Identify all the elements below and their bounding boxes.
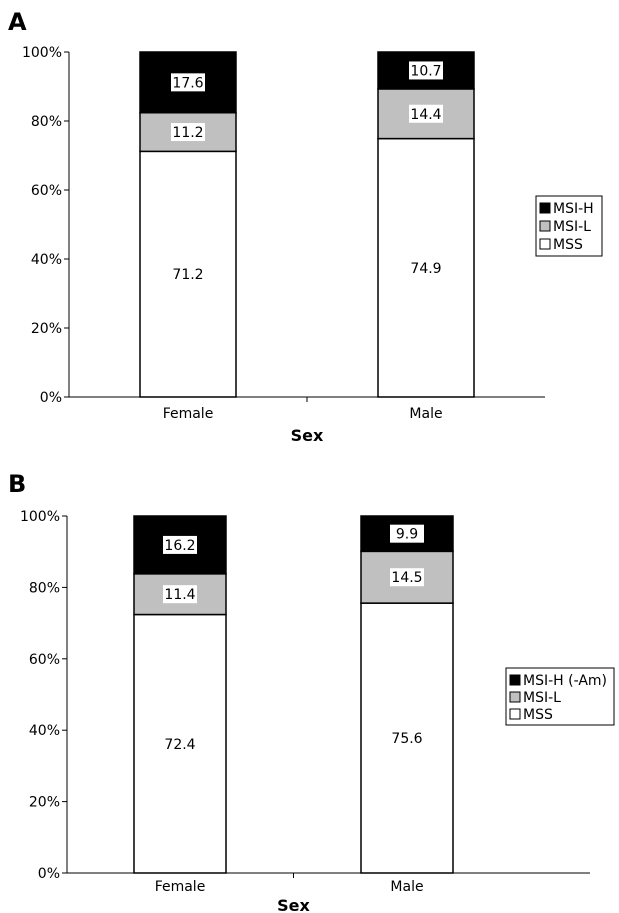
data-label: 14.5 <box>391 570 422 586</box>
legend-swatch <box>539 202 551 214</box>
chart-b-svg: B 0% 20% 40% 60% 80% 100% 72.4 11.4 16.2 Female 75.… <box>8 470 615 913</box>
legend-label: MSS <box>553 237 583 253</box>
bar-segment <box>377 137 475 398</box>
data-label: 9.9 <box>396 527 418 543</box>
panel-letter: A <box>8 8 27 36</box>
y-tick-label: 0% <box>40 390 62 406</box>
data-label: 11.2 <box>172 125 203 141</box>
x-category-label: Female <box>163 406 214 422</box>
data-label-background <box>171 123 205 142</box>
x-category-label: Male <box>409 406 442 422</box>
data-label-background <box>390 568 424 587</box>
data-label: 10.7 <box>410 63 441 79</box>
data-label-background <box>171 73 205 92</box>
y-tick-label: 40% <box>31 252 62 268</box>
data-label: 75.6 <box>391 731 422 747</box>
legend-label: MSI-H <box>553 201 594 217</box>
x-category-label: Female <box>155 879 206 895</box>
panel-letter: B <box>8 470 26 498</box>
bar-segment <box>139 150 237 398</box>
y-tick-label: 60% <box>31 183 62 199</box>
chart-a-svg: A 0% 20% 40% 60% 80% 100% 71.2 11.2 17.6 Female 74.… <box>8 8 603 445</box>
data-label-background <box>409 104 443 123</box>
legend-label: MSI-L <box>523 690 561 706</box>
data-label: 16.2 <box>164 538 195 554</box>
data-label-background <box>163 535 197 554</box>
data-label: 17.6 <box>172 75 203 91</box>
legend-swatch <box>509 691 521 703</box>
legend-label: MSI-H (-Am) <box>523 673 607 689</box>
data-label-background <box>409 61 443 80</box>
data-label: 71.2 <box>172 267 203 283</box>
legend-swatch <box>539 220 551 232</box>
data-label: 14.4 <box>410 107 441 123</box>
legend-swatch <box>509 674 521 686</box>
data-label: 72.4 <box>164 737 195 753</box>
y-tick-label: 0% <box>38 866 60 882</box>
chart-panel-b: B 0% 20% 40% 60% 80% 100% 72.4 11.4 16.2 Female 75.… <box>0 462 619 913</box>
legend-label: MSS <box>523 707 553 723</box>
y-tick-label: 40% <box>29 723 60 739</box>
y-tick-label: 80% <box>31 114 62 130</box>
chart-panel-a: A 0% 20% 40% 60% 80% 100% 71.2 11.2 17.6 Female 74.… <box>0 0 619 450</box>
data-label-background <box>390 524 424 543</box>
legend-swatch <box>539 238 551 250</box>
x-category-label: Male <box>390 879 423 895</box>
bar-segment <box>133 613 227 874</box>
y-tick-label: 60% <box>29 652 60 668</box>
y-tick-label: 100% <box>20 509 60 525</box>
data-label: 11.4 <box>164 587 195 603</box>
y-tick-label: 20% <box>29 795 60 811</box>
legend-label: MSI-L <box>553 219 591 235</box>
data-label-background <box>163 585 197 604</box>
x-axis-title: Sex <box>277 896 310 913</box>
y-tick-label: 100% <box>22 45 62 61</box>
legend-box <box>505 667 615 726</box>
legend-swatch <box>509 708 521 720</box>
y-tick-label: 20% <box>31 321 62 337</box>
y-tick-label: 80% <box>29 580 60 596</box>
x-axis-title: Sex <box>291 426 324 445</box>
data-label: 74.9 <box>410 261 441 277</box>
bar-segment <box>360 602 454 874</box>
